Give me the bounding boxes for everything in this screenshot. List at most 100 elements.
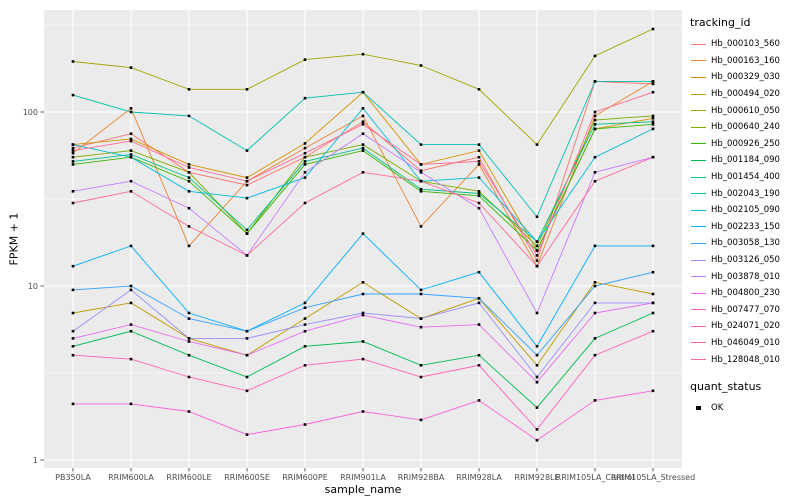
data-point — [303, 58, 307, 61]
line-key-icon — [690, 318, 707, 335]
legend-title-quant-status: quant_status — [690, 379, 762, 393]
line-key-icon — [690, 102, 707, 119]
data-point — [477, 201, 481, 205]
data-point — [419, 292, 423, 296]
data-point — [245, 353, 249, 357]
data-point — [651, 123, 655, 126]
data-point — [303, 96, 307, 100]
line-key-icon — [690, 69, 707, 86]
legend-item-label: Hb_046049_010 — [711, 337, 780, 348]
legend-item-label: Hb_000329_030 — [711, 72, 780, 83]
axis-ticks: PB350LA RRIM600LA RRIM600LE RRIM600SE RRIM60… — [23, 108, 695, 482]
legend-item-label: Hb_002105_090 — [711, 205, 780, 216]
data-point — [477, 206, 481, 210]
data-point — [303, 163, 307, 166]
legend-item-label: Hb_003058_130 — [711, 238, 780, 249]
data-point — [651, 90, 655, 94]
data-point — [361, 149, 365, 152]
data-point — [535, 249, 539, 252]
line-key-icon — [690, 202, 707, 219]
data-point — [651, 117, 655, 120]
data-point — [245, 329, 249, 333]
legend-item-label: Hb_001184_090 — [711, 155, 780, 166]
data-point — [419, 163, 423, 166]
data-point — [593, 353, 597, 357]
legend-item: Hb_000610_050 — [690, 102, 798, 119]
data-point — [419, 225, 423, 228]
data-point — [71, 345, 75, 348]
legend-item: Hb_000103_560 — [690, 36, 798, 53]
data-point — [129, 329, 133, 333]
data-point — [535, 254, 539, 257]
x-tick-label: RRIM928LE — [514, 473, 559, 482]
data-point — [71, 163, 75, 166]
data-point — [303, 329, 307, 333]
data-point — [71, 93, 75, 97]
data-point — [129, 402, 133, 406]
legend-item: Hb_002105_090 — [690, 202, 798, 219]
line-key-icon — [690, 152, 707, 169]
data-point — [361, 311, 365, 315]
data-point — [419, 179, 423, 183]
data-point — [245, 254, 249, 257]
legend-item-label: Hb_000103_560 — [711, 39, 780, 50]
data-point — [245, 375, 249, 379]
data-point — [187, 171, 191, 174]
data-point — [129, 155, 133, 159]
data-point — [651, 82, 655, 86]
x-tick-label: RRIM600LE — [166, 473, 211, 482]
data-point — [361, 132, 365, 135]
legend-item: Hb_007477_070 — [690, 302, 798, 319]
data-point — [477, 364, 481, 367]
data-point — [477, 149, 481, 152]
data-point — [303, 364, 307, 367]
data-point — [593, 179, 597, 183]
data-point — [477, 297, 481, 300]
legend-item: Hb_046049_010 — [690, 335, 798, 352]
data-point — [129, 139, 133, 143]
data-point — [129, 153, 133, 156]
data-point — [129, 66, 133, 69]
data-point — [593, 54, 597, 58]
data-point — [419, 364, 423, 367]
data-point — [303, 151, 307, 155]
x-tick-label: RRIM600SE — [224, 473, 270, 482]
data-point — [129, 323, 133, 326]
data-point — [477, 301, 481, 305]
data-point — [187, 410, 191, 413]
data-point — [477, 88, 481, 91]
data-point — [419, 190, 423, 193]
data-point — [651, 244, 655, 248]
data-point — [71, 155, 75, 159]
x-tick-label: RRIM901LA — [340, 473, 386, 482]
legend-item-label: Hb_001454_400 — [711, 172, 780, 183]
data-point — [129, 132, 133, 135]
y-tick-label: 1 — [33, 456, 38, 465]
data-point — [303, 301, 307, 305]
data-point — [419, 169, 423, 172]
data-point — [129, 190, 133, 193]
data-point — [361, 107, 365, 110]
legend-item: Hb_002233_150 — [690, 219, 798, 236]
legend-item: Hb_001184_090 — [690, 152, 798, 169]
data-point — [71, 60, 75, 63]
x-tick-label: RRIM105LA_Control — [556, 473, 635, 482]
data-point — [419, 418, 423, 422]
line-key-icon — [690, 285, 707, 302]
data-point — [361, 52, 365, 56]
data-point — [361, 232, 365, 235]
data-point — [187, 206, 191, 210]
data-point — [419, 187, 423, 191]
data-point — [361, 171, 365, 174]
data-point — [361, 340, 365, 343]
legend-item: Hb_000163_160 — [690, 53, 798, 70]
data-point — [129, 357, 133, 361]
data-point — [303, 146, 307, 150]
legend-item: Hb_000926_250 — [690, 136, 798, 153]
legend-item-label: Hb_000494_020 — [711, 89, 780, 100]
data-point — [245, 149, 249, 152]
data-point — [419, 64, 423, 67]
data-point — [651, 311, 655, 315]
data-point — [129, 107, 133, 110]
